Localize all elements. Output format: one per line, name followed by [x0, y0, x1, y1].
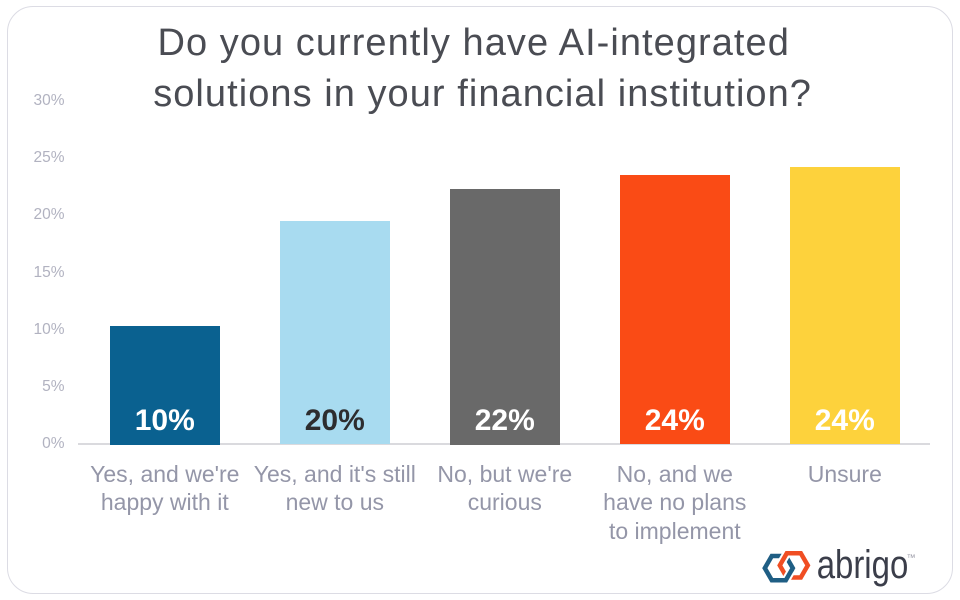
svg-text:™: ™: [907, 553, 916, 563]
svg-text:abrigo: abrigo: [817, 543, 909, 587]
